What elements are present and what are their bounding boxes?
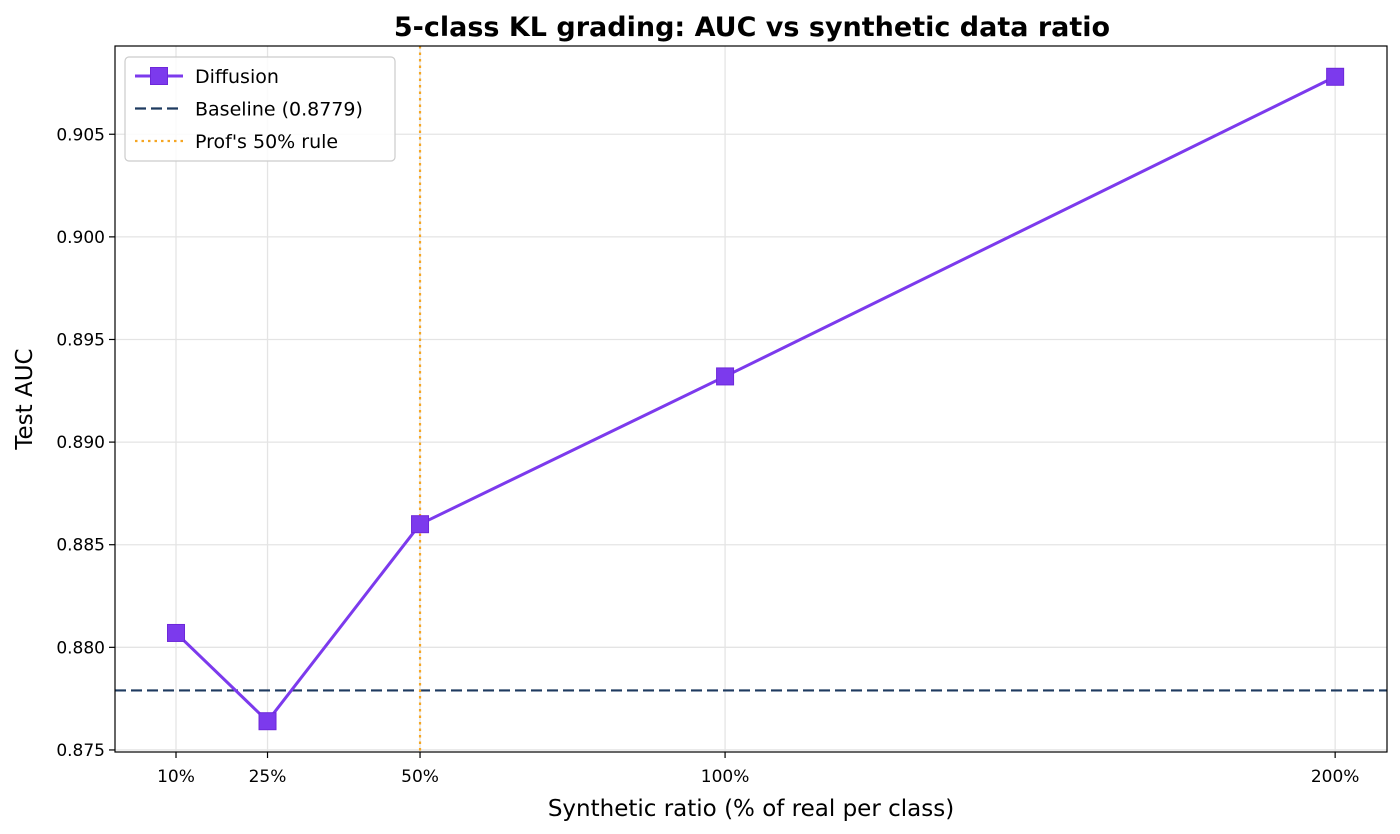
data-point-marker <box>411 515 430 534</box>
x-tick-label: 25% <box>249 767 287 787</box>
data-point-marker <box>167 623 186 642</box>
y-axis-ticks: 0.875 0.880 0.885 0.890 0.895 0.900 0.905 <box>56 125 115 761</box>
x-axis-label: Synthetic ratio (% of real per class) <box>548 796 954 822</box>
plot-area-frame <box>114 45 1388 753</box>
data-point-marker <box>1326 67 1345 86</box>
y-tick-label: 0.890 <box>56 433 105 453</box>
x-tick-label: 50% <box>401 767 439 787</box>
legend-marker <box>150 67 168 85</box>
y-tick-label: 0.885 <box>56 536 105 556</box>
legend-entry-label: Baseline (0.8779) <box>195 99 363 121</box>
y-tick-label: 0.895 <box>56 330 105 350</box>
x-tick-label: 10% <box>157 767 195 787</box>
y-tick-label: 0.875 <box>56 741 105 761</box>
data-point-marker <box>716 367 735 386</box>
chart-title: 5-class KL grading: AUC vs synthetic dat… <box>394 12 1110 43</box>
y-tick-label: 0.880 <box>56 638 105 658</box>
legend-entry-label: Prof's 50% rule <box>195 131 338 153</box>
legend: Diffusion Baseline (0.8779) Prof's 50% rul… <box>124 56 396 162</box>
y-tick-label: 0.905 <box>56 125 105 145</box>
legend-entry-label: Diffusion <box>195 66 279 88</box>
y-tick-label: 0.900 <box>56 228 105 248</box>
x-tick-label: 100% <box>701 767 750 787</box>
data-point-marker <box>258 712 277 731</box>
series-line <box>174 75 1336 723</box>
y-axis-label: Test AUC <box>12 348 38 450</box>
x-axis-ticks: 10% 25% 50% 100% 200% <box>157 752 1359 787</box>
series-group <box>167 67 1345 731</box>
reference-lines <box>115 46 1387 752</box>
legend-box <box>124 56 396 162</box>
x-tick-label: 200% <box>1311 767 1360 787</box>
